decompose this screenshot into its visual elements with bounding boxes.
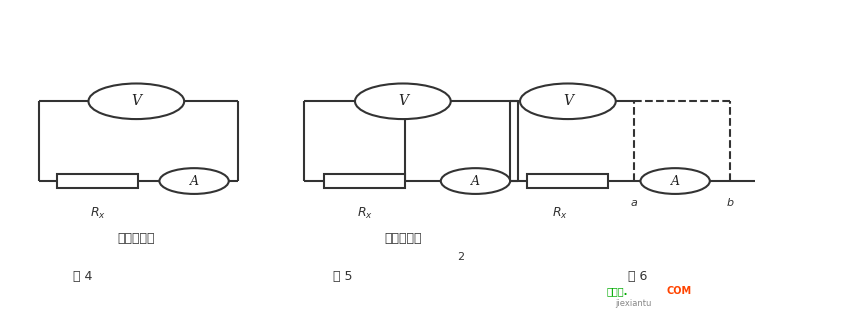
- Bar: [527, 174, 608, 188]
- Text: 电流表内接: 电流表内接: [118, 232, 155, 245]
- Circle shape: [88, 84, 184, 119]
- Circle shape: [641, 168, 710, 194]
- Text: $R_x$: $R_x$: [89, 206, 105, 221]
- Circle shape: [520, 84, 616, 119]
- Text: 电流表外接: 电流表外接: [384, 232, 422, 245]
- Text: $R_x$: $R_x$: [357, 206, 373, 221]
- Text: 图 5: 图 5: [333, 270, 352, 283]
- Text: $R_x$: $R_x$: [552, 206, 568, 221]
- Text: A: A: [471, 175, 480, 187]
- Circle shape: [355, 84, 450, 119]
- Text: COM: COM: [666, 286, 691, 296]
- Text: 接线图.: 接线图.: [606, 286, 628, 296]
- Text: V: V: [398, 94, 408, 108]
- Text: b: b: [727, 198, 734, 208]
- Text: jiexiantu: jiexiantu: [615, 299, 652, 308]
- Text: 图 6: 图 6: [627, 270, 647, 283]
- Circle shape: [159, 168, 229, 194]
- Text: A: A: [189, 175, 199, 187]
- Text: V: V: [563, 94, 573, 108]
- Text: A: A: [670, 175, 679, 187]
- Text: 图 4: 图 4: [73, 270, 93, 283]
- Text: 2: 2: [457, 252, 464, 262]
- Bar: [57, 174, 138, 188]
- Bar: [324, 174, 405, 188]
- Text: a: a: [631, 198, 637, 208]
- Text: V: V: [131, 94, 141, 108]
- Circle shape: [441, 168, 510, 194]
